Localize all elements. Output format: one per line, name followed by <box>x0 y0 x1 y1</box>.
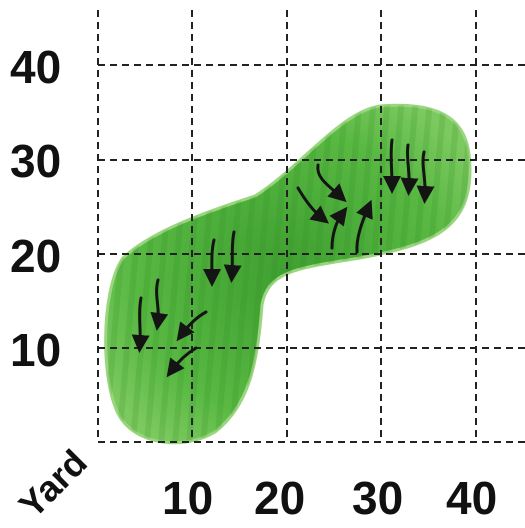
slope-arrow-icon <box>296 186 330 224</box>
y-tick-label: 40 <box>10 41 61 93</box>
x-tick-label: 40 <box>446 472 497 524</box>
y-tick-label: 30 <box>10 135 61 187</box>
y-tick-label: 20 <box>10 230 61 282</box>
x-tick-label: 30 <box>352 472 403 524</box>
x-tick-label: 10 <box>162 472 213 524</box>
x-tick-label: 20 <box>254 472 305 524</box>
grid <box>97 10 525 443</box>
slope-arrow-icon <box>416 150 435 204</box>
slope-arrow-icon <box>355 199 373 254</box>
slope-arrow-icon <box>176 310 208 342</box>
slope-arrow-icon <box>329 206 348 250</box>
slope-arrow-icon <box>400 143 419 196</box>
green-texture <box>105 105 470 443</box>
slope-arrow-icon <box>150 278 169 331</box>
unit-label: Yard <box>11 441 95 525</box>
slope-arrow-icon <box>131 296 150 353</box>
y-tick-label: 10 <box>10 324 61 376</box>
slope-arrow-icon <box>166 346 198 378</box>
slope-arrow-icon <box>316 163 347 203</box>
putting-green <box>104 103 472 445</box>
slope-arrow-icon <box>202 238 221 287</box>
slope-arrow-icon <box>382 138 401 194</box>
slope-arrows <box>131 138 435 378</box>
slope-arrow-icon <box>223 230 242 283</box>
